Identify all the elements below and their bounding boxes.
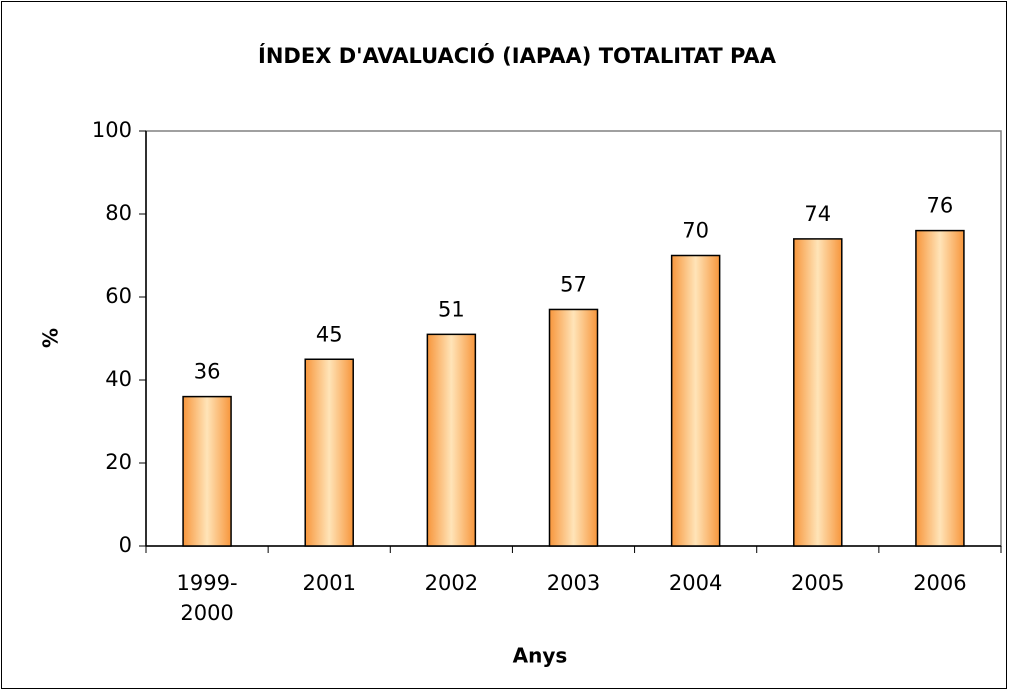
data-label: 70 (682, 219, 709, 243)
bar (915, 229, 965, 547)
data-label: 51 (438, 297, 465, 321)
chart-title: ÍNDEX D'AVALUACIÓ (IAPAA) TOTALITAT PAA (258, 43, 777, 68)
x-axis-title: Anys (513, 644, 568, 668)
bar (182, 395, 232, 547)
data-label: 45 (316, 322, 343, 346)
data-label: 76 (927, 194, 954, 218)
bar (304, 358, 354, 547)
y-axis-title: % (39, 328, 63, 348)
x-tick-label: 2005 (791, 571, 844, 595)
x-tick-label: 2004 (669, 571, 722, 595)
data-label: 74 (804, 202, 831, 226)
x-tick-label: 1999-2000 (177, 571, 238, 625)
bar (426, 333, 477, 547)
bar (548, 308, 599, 547)
x-tick-label: 2003 (547, 571, 600, 595)
y-tick-label: 20 (105, 450, 132, 474)
y-tick-label: 0 (119, 533, 132, 557)
y-tick-label: 60 (105, 284, 132, 308)
x-tick-label: 2006 (913, 571, 966, 595)
y-tick-label: 100 (92, 118, 132, 142)
data-label: 36 (194, 360, 221, 384)
x-tick-label: 2001 (302, 571, 355, 595)
y-tick-label: 80 (105, 201, 132, 225)
x-tick-label: 2002 (425, 571, 478, 595)
data-label: 57 (560, 272, 587, 296)
y-tick-label: 40 (105, 367, 132, 391)
bar (670, 254, 721, 547)
bar (793, 238, 843, 547)
